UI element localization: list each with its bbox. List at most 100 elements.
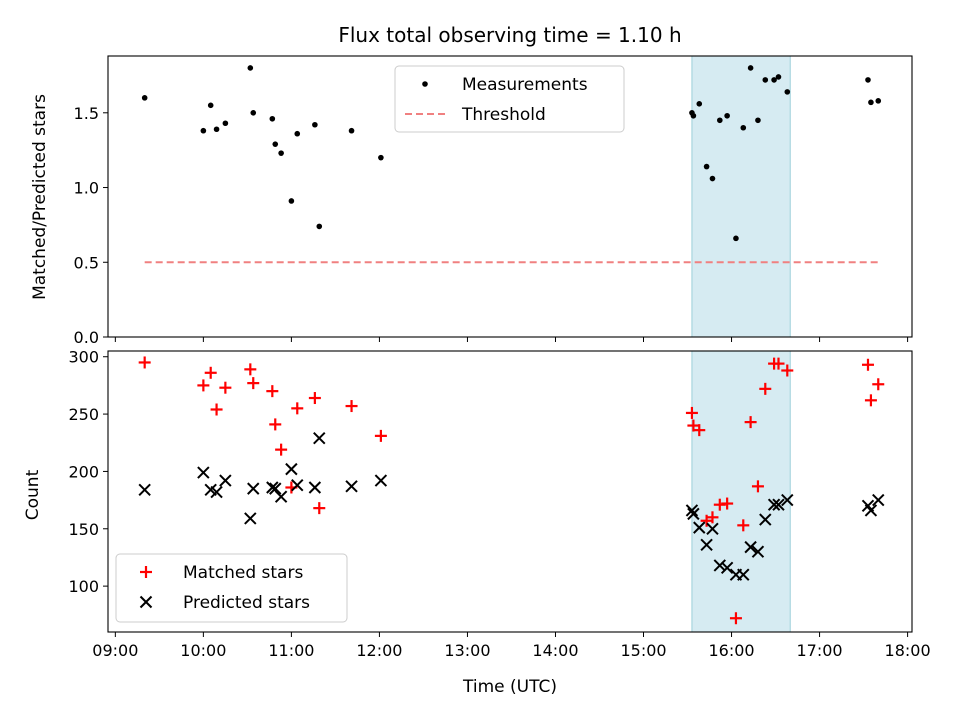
matched-star-point [759,382,772,395]
y-tick-label: 300 [68,348,99,367]
predicted-star-point [864,504,878,517]
measurement-point [709,175,716,182]
matched-star-point [751,480,764,493]
top-panel: 0.0 0.5 1.0 1.5 Measurements Threshold [74,55,913,347]
matched-star-point [693,424,706,437]
predicted-star-point [374,474,388,487]
top-y-axis-label: Matched/Predicted stars [30,94,50,300]
measurement-point [222,120,229,127]
matched-star-point [861,358,874,371]
legend-label: Threshold [461,105,546,125]
matched-star-point [275,443,288,456]
x-tick-label: 14:00 [532,641,578,660]
predicted-star-point [720,561,734,574]
measurement-point [288,198,295,204]
predicted-star-point [767,498,781,511]
measurement-point [200,127,207,134]
matched-star-point [269,418,282,431]
x-tick-label: 13:00 [444,641,490,660]
predicted-star-point [345,480,358,493]
predicted-star-point [693,521,706,534]
predicted-star-point [269,482,282,495]
matched-star-point [374,429,387,442]
matched-star-point [210,403,223,416]
x-tick-label: 09:00 [92,641,138,660]
measurement-point [875,98,882,104]
measurement-point [755,117,761,124]
measurement-point [250,109,257,116]
predicted-star-point [210,485,223,499]
y-tick-label: 200 [68,462,99,481]
matched-star-point [204,366,217,379]
predicted-star-point [285,462,298,476]
measurement-point [696,101,703,107]
predicted-star-point [308,481,322,494]
legend: Matched stars Predicted stars [115,553,348,623]
chart-title: Flux total observing time = 1.10 h [338,23,681,47]
matched-star-point [772,357,785,370]
matched-star-point [244,363,257,376]
matched-star-point [313,502,326,515]
y-tick-label: 0.5 [74,253,99,272]
legend-matched-key [140,566,152,578]
predicted-star-point [291,478,304,492]
predicted-star-point [687,507,700,521]
predicted-star-point [219,474,232,487]
legend-label: Matched stars [183,563,303,583]
predicted-star-point [772,498,785,511]
predicted-star-point [138,483,151,496]
y-tick-label: 100 [68,577,99,596]
measurement-point [868,99,874,106]
measurement-point [784,89,791,95]
measurement-point [690,112,697,119]
measurement-point [733,235,739,242]
axes-frame [107,350,913,633]
predicted-star-point [247,482,260,495]
matched-star-point [713,498,726,511]
matched-star-point [721,497,734,510]
x-tick-label: 10:00 [180,641,226,660]
measurement-point [316,223,323,230]
measurement-point [775,74,782,80]
x-tick-label: 16:00 [708,641,754,660]
matched-star-point [737,519,750,532]
matched-star-point [138,356,151,369]
legend-predicted-key [139,595,153,609]
matched-star-point [345,400,358,413]
predicted-star-point [872,493,885,507]
measurement-point [378,154,384,161]
predicted-star-point [197,466,210,479]
x-tick-label: 15:00 [620,641,666,660]
measurement-point [717,117,723,124]
x-tick-label: 18:00 [885,641,931,660]
matched-star-point [291,402,304,415]
measurement-point [213,126,220,133]
matched-star-point [729,612,742,625]
matched-star-point [308,392,321,405]
measurement-point [294,130,301,137]
measurement-point [312,121,318,128]
bottom-y-axis-label: Count [23,469,43,520]
legend-label: Predicted stars [183,593,310,613]
matched-star-point [219,381,232,394]
measurement-point [724,112,730,119]
shaded-region [691,350,791,633]
predicted-star-point [781,493,794,507]
matched-star-point [781,364,794,377]
legend-measurement-key [422,81,428,87]
axes-frame [107,55,913,338]
predicted-star-point [737,568,750,581]
predicted-star-point [313,431,326,445]
legend-box [394,65,625,133]
predicted-star-point [700,538,713,552]
y-tick-label: 0.0 [74,328,99,347]
bottom-panel: 100 150 200 250 300 09:00 10:00 11:00 12:00 13:00… [68,348,930,660]
matched-star-point [266,385,279,398]
measurement-point [747,65,754,71]
x-axis-label: Time (UTC) [462,677,557,697]
x-tick-label: 17:00 [797,641,843,660]
measurement-point [247,65,254,71]
matched-star-point [247,377,260,390]
legend: Measurements Threshold [394,65,625,133]
